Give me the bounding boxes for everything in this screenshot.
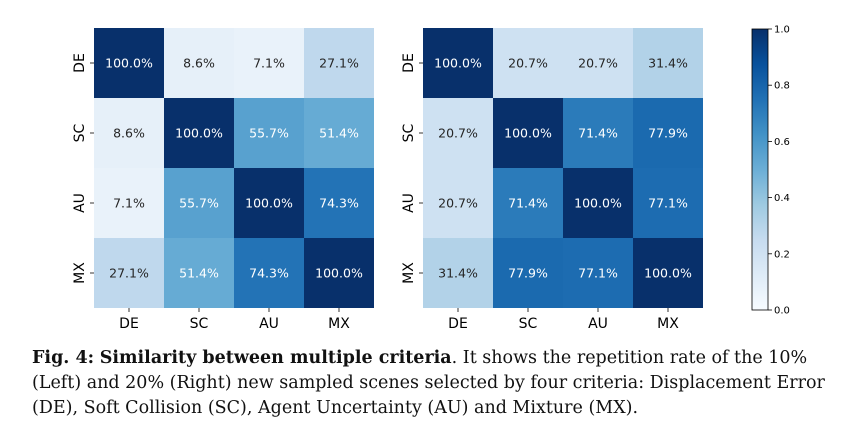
heatmap-cell — [94, 28, 164, 98]
heatmap-cell — [423, 238, 493, 308]
y-tick-label: AU — [72, 193, 88, 213]
cell-label: 100.0% — [434, 56, 482, 71]
y-tick-label: MX — [72, 262, 88, 284]
x-tick-label: MX — [657, 316, 679, 330]
heatmap-cell — [423, 28, 493, 98]
heatmap-cell — [234, 98, 304, 168]
colorbar-gradient — [751, 28, 769, 311]
cell-label: 8.6% — [113, 126, 145, 141]
heatmap-cell — [563, 168, 633, 238]
cell-label: 71.4% — [578, 126, 618, 141]
heatmap-cell — [633, 28, 703, 98]
heatmap-left: 100.0% 8.6% 7.1% 27.1% 8.6% 100.0% 55.7% 51.4% 7… — [72, 28, 374, 330]
heatmap-cell — [563, 238, 633, 308]
heatmap-cell — [94, 168, 164, 238]
cell-label: 77.9% — [648, 126, 688, 141]
x-tick-label: SC — [190, 316, 209, 330]
x-tick-label: AU — [259, 316, 279, 330]
y-tick-label: DE — [72, 53, 88, 73]
heatmap-cell — [234, 238, 304, 308]
cell-label: 100.0% — [644, 266, 692, 281]
x-tick-label: SC — [519, 316, 538, 330]
heatmap-cell — [304, 98, 374, 168]
heatmap-cell — [633, 98, 703, 168]
colorbar-tick-label: 0.4 — [774, 193, 790, 204]
cell-label: 55.7% — [249, 126, 289, 141]
colorbar-tick-label: 0.8 — [774, 81, 790, 92]
cell-label: 31.4% — [648, 56, 688, 71]
heatmap-cell — [94, 98, 164, 168]
x-tick-label: AU — [588, 316, 608, 330]
cell-label: 51.4% — [179, 266, 219, 281]
y-tick-label: SC — [401, 123, 417, 142]
figure: 100.0% 8.6% 7.1% 27.1% 8.6% 100.0% 55.7% 51.4% 7… — [72, 25, 790, 331]
y-tick-label: AU — [401, 193, 417, 213]
heatmap-cell — [633, 238, 703, 308]
cell-label: 20.7% — [508, 56, 548, 71]
colorbar: 0.0 0.2 0.4 0.6 0.8 1.0 — [751, 25, 790, 317]
heatmap-cell — [633, 168, 703, 238]
heatmap-cell — [94, 238, 164, 308]
heatmap-cell — [164, 238, 234, 308]
heatmap-cell — [423, 98, 493, 168]
heatmap-cell — [493, 238, 563, 308]
cell-label: 74.3% — [249, 266, 289, 281]
cell-label: 74.3% — [319, 196, 359, 211]
y-tick-label: MX — [401, 262, 417, 284]
heatmap-cell — [164, 28, 234, 98]
cell-label: 20.7% — [438, 196, 478, 211]
heatmap-cell — [563, 28, 633, 98]
heatmap-cell — [304, 238, 374, 308]
caption-label: Fig. 4: — [32, 348, 95, 368]
heatmap-cell — [234, 28, 304, 98]
cell-label: 31.4% — [438, 266, 478, 281]
colorbar-tick-label: 0.0 — [774, 306, 790, 317]
heatmap-right: 100.0% 20.7% 20.7% 31.4% 20.7% 100.0% 71.4% 77.… — [401, 28, 703, 330]
heatmap-cell — [563, 98, 633, 168]
cell-label: 55.7% — [179, 196, 219, 211]
cell-label: 100.0% — [315, 266, 363, 281]
heatmap-cell — [493, 98, 563, 168]
heatmap-cell — [493, 28, 563, 98]
heatmap-cell — [304, 168, 374, 238]
colorbar-tick-label: 0.2 — [774, 249, 790, 260]
cell-label: 71.4% — [508, 196, 548, 211]
x-tick-label: MX — [328, 316, 350, 330]
heatmap-cell — [234, 168, 304, 238]
cell-label: 100.0% — [245, 196, 293, 211]
heatmap-cell — [164, 98, 234, 168]
caption-body: . It shows the repetition rate of the 10… — [32, 348, 825, 418]
cell-label: 7.1% — [253, 56, 285, 71]
cell-label: 8.6% — [183, 56, 215, 71]
cell-label: 27.1% — [319, 56, 359, 71]
cell-label: 100.0% — [175, 126, 223, 141]
y-tick-label: SC — [72, 123, 88, 142]
colorbar-tick-label: 0.6 — [774, 137, 790, 148]
cell-label: 77.1% — [578, 266, 618, 281]
heatmap-cell — [164, 168, 234, 238]
cell-label: 51.4% — [319, 126, 359, 141]
y-tick-label: DE — [401, 53, 417, 73]
cell-label: 7.1% — [113, 196, 145, 211]
cell-label: 100.0% — [504, 126, 552, 141]
heatmap-cell — [493, 168, 563, 238]
cell-label: 77.1% — [648, 196, 688, 211]
x-tick-label: DE — [448, 316, 468, 330]
colorbar-tick-label: 1.0 — [774, 25, 790, 36]
cell-label: 100.0% — [574, 196, 622, 211]
cell-label: 20.7% — [438, 126, 478, 141]
heatmap-cell — [304, 28, 374, 98]
caption-title: Similarity between multiple criteria — [99, 348, 452, 368]
cell-label: 77.9% — [508, 266, 548, 281]
cell-label: 27.1% — [109, 266, 149, 281]
heatmap-cell — [423, 168, 493, 238]
cell-label: 100.0% — [105, 56, 153, 71]
x-tick-label: DE — [119, 316, 139, 330]
cell-label: 20.7% — [578, 56, 618, 71]
figure-caption: Fig. 4: Similarity between multiple crit… — [32, 346, 852, 421]
